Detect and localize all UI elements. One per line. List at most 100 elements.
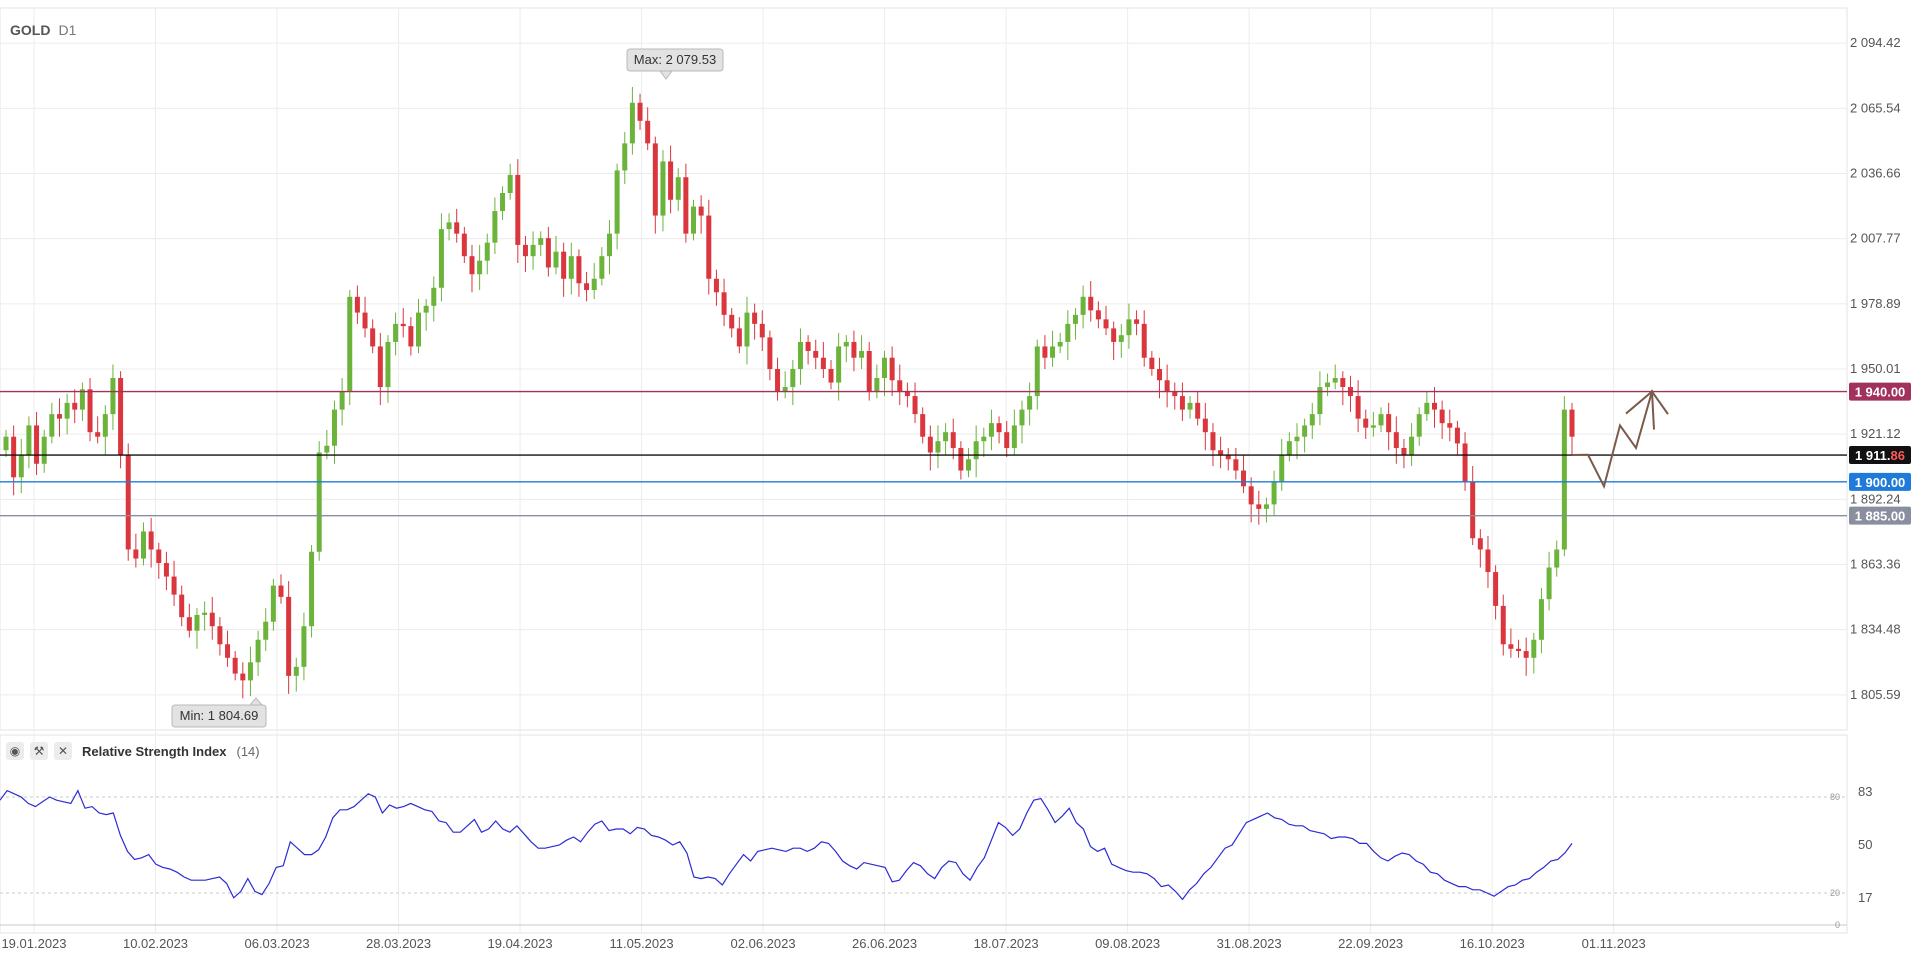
candle [1439,400,1445,439]
resistance-price-tag: 1 940.00 [1849,382,1911,401]
candle [629,86,635,155]
date-tick-label: 26.06.2023 [852,936,917,951]
candle [645,107,651,151]
candle [1004,420,1010,457]
candle [775,357,781,401]
rsi-axis-label: 83 [1858,784,1872,799]
rsi-header: ◉ ⚒ ✕ Relative Strength Index (14) [6,742,260,760]
candles-layer [3,86,1575,699]
rsi-axis-label: 50 [1858,837,1872,852]
date-tick-label: 18.07.2023 [974,936,1039,951]
max-price-label: Max: 2 079.53 [634,52,716,67]
candle [859,335,865,369]
grid-layer [0,8,1847,933]
candle [591,262,597,300]
candle [1034,339,1040,410]
price-tick-label: 1 892.24 [1850,491,1901,506]
candle [683,163,689,243]
candle [1317,371,1323,426]
candle [606,220,612,275]
candle [209,596,215,640]
candle [706,199,712,295]
rsi-period: (14) [236,743,260,759]
candle [851,330,857,372]
current-price-tag: 1 911.86 [1849,446,1911,465]
candle [973,425,979,478]
candle [1516,639,1522,658]
candle [1065,310,1071,360]
date-tick-label: 11.05.2023 [610,936,674,951]
candle [767,330,773,381]
candle [1202,402,1208,451]
close-icon[interactable]: ✕ [54,742,72,760]
candle [431,276,437,322]
price-tick-label: 1 950.01 [1850,361,1901,376]
wrench-icon[interactable]: ⚒ [30,742,48,760]
candle [1218,436,1224,469]
candle [1523,637,1529,676]
candle [1072,308,1078,340]
candle [194,608,200,649]
candle [454,208,460,243]
candle [41,429,47,473]
date-axis: 19.01.2023 10.02.2023 06.03.2023 28.03.2023… [1,936,1645,951]
candle [1294,423,1300,460]
date-tick-label: 19.01.2023 [1,936,66,951]
rsi-panel-background [0,734,1848,934]
candle [614,163,620,250]
candle [866,341,872,401]
candle [354,285,360,324]
candle [507,163,513,200]
candle [423,299,429,331]
candle [1164,364,1170,408]
candle [163,551,169,591]
candle [599,247,605,286]
candle [202,601,208,631]
candle [1080,285,1086,329]
candle [545,226,551,277]
candle [11,425,17,496]
candle [713,269,719,306]
timeframe-label: D1 [58,22,77,38]
candle [141,522,147,566]
support-price-tag: 1 900.00 [1849,472,1911,491]
candle [309,544,315,638]
candle [1095,301,1101,329]
candle [232,651,238,681]
date-tick-label: 09.08.2023 [1095,936,1160,951]
candle [897,364,903,406]
candle [637,93,643,130]
candle [675,168,681,212]
price-tick-label: 1 863.36 [1850,556,1901,571]
candle [1179,382,1185,421]
candle [660,150,666,232]
candle [1477,529,1483,568]
candle [278,574,284,604]
candle [1386,402,1392,451]
candle [920,407,926,444]
candle [240,662,246,699]
rsi-level-label: 80 [1830,792,1840,802]
candle [652,136,658,234]
svg-text:1 911.86: 1 911.86 [1855,448,1905,463]
candle [1225,447,1231,471]
candle [26,416,32,469]
rsi-axis-label: 17 [1858,890,1872,905]
candle [1332,364,1338,390]
candle [461,226,467,263]
candle [1172,382,1178,410]
candle [522,235,528,272]
candle [1462,432,1468,491]
candle [584,271,590,302]
candle [1187,396,1193,419]
candle [797,328,803,385]
candle [1309,402,1315,439]
eye-icon[interactable]: ◉ [6,742,24,760]
levels-layer [0,390,1847,517]
candle [301,612,307,681]
candle [1470,466,1476,545]
candle [988,409,994,451]
candle [72,389,78,424]
min-price-callout: Min: 1 804.69 [171,697,267,728]
